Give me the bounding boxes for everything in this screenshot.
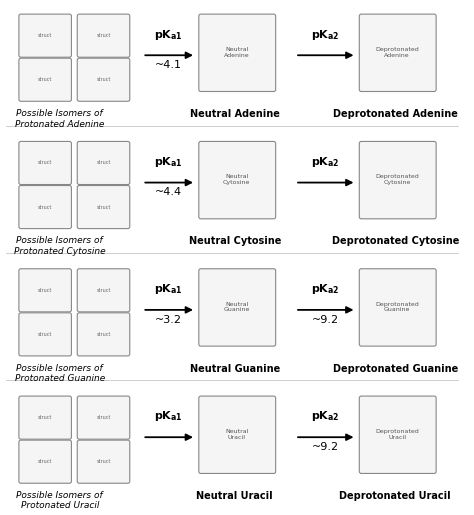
Text: struct: struct bbox=[96, 204, 111, 210]
FancyBboxPatch shape bbox=[19, 269, 72, 312]
Bar bbox=[1, 256, 463, 379]
Text: $\mathbf{pK_{a2}}$: $\mathbf{pK_{a2}}$ bbox=[311, 27, 339, 42]
Text: $\mathbf{pK_{a1}}$: $\mathbf{pK_{a1}}$ bbox=[154, 282, 183, 296]
Bar bbox=[1, 129, 463, 251]
FancyBboxPatch shape bbox=[77, 185, 130, 229]
Text: $\mathbf{pK_{a1}}$: $\mathbf{pK_{a1}}$ bbox=[154, 27, 183, 42]
Text: Deprotonated
Guanine: Deprotonated Guanine bbox=[375, 302, 419, 313]
Text: Deprotonated Uracil: Deprotonated Uracil bbox=[339, 491, 451, 501]
FancyBboxPatch shape bbox=[19, 142, 72, 184]
Text: struct: struct bbox=[38, 459, 52, 464]
FancyBboxPatch shape bbox=[199, 396, 276, 473]
Text: Neutral Uracil: Neutral Uracil bbox=[197, 491, 273, 501]
Text: struct: struct bbox=[38, 288, 52, 293]
Text: $\mathbf{pK_{a2}}$: $\mathbf{pK_{a2}}$ bbox=[311, 282, 339, 296]
FancyBboxPatch shape bbox=[199, 142, 276, 219]
Text: Neutral Guanine: Neutral Guanine bbox=[190, 364, 280, 374]
FancyBboxPatch shape bbox=[77, 142, 130, 184]
Text: struct: struct bbox=[38, 33, 52, 38]
Text: Deprotonated Adenine: Deprotonated Adenine bbox=[333, 109, 458, 119]
Text: struct: struct bbox=[96, 161, 111, 165]
Text: Neutral
Cytosine: Neutral Cytosine bbox=[223, 174, 250, 185]
FancyBboxPatch shape bbox=[19, 440, 72, 483]
FancyBboxPatch shape bbox=[19, 185, 72, 229]
Text: ~9.2: ~9.2 bbox=[312, 315, 339, 325]
Text: struct: struct bbox=[96, 77, 111, 82]
Text: ~3.2: ~3.2 bbox=[155, 315, 182, 325]
FancyBboxPatch shape bbox=[19, 313, 72, 356]
Text: struct: struct bbox=[96, 33, 111, 38]
FancyBboxPatch shape bbox=[19, 58, 72, 101]
Text: Deprotonated Guanine: Deprotonated Guanine bbox=[333, 364, 458, 374]
Text: Possible Isomers of
Protonated Guanine: Possible Isomers of Protonated Guanine bbox=[15, 364, 105, 383]
FancyBboxPatch shape bbox=[77, 396, 130, 439]
Text: Possible Isomers of
Protonated Uracil: Possible Isomers of Protonated Uracil bbox=[17, 491, 103, 510]
Text: Possible Isomers of
Protonated Adenine: Possible Isomers of Protonated Adenine bbox=[15, 109, 104, 129]
FancyBboxPatch shape bbox=[77, 14, 130, 57]
Text: $\mathbf{pK_{a2}}$: $\mathbf{pK_{a2}}$ bbox=[311, 155, 339, 169]
Text: Deprotonated
Cytosine: Deprotonated Cytosine bbox=[375, 174, 419, 185]
FancyBboxPatch shape bbox=[19, 14, 72, 57]
Text: struct: struct bbox=[38, 77, 52, 82]
Bar bbox=[1, 2, 463, 124]
Text: Neutral Adenine: Neutral Adenine bbox=[190, 109, 280, 119]
Text: struct: struct bbox=[96, 415, 111, 420]
FancyBboxPatch shape bbox=[359, 14, 436, 92]
Text: Deprotonated
Adenine: Deprotonated Adenine bbox=[375, 47, 419, 58]
Text: Neutral
Guanine: Neutral Guanine bbox=[224, 302, 250, 313]
Text: Possible Isomers of
Protonated Cytosine: Possible Isomers of Protonated Cytosine bbox=[14, 236, 106, 256]
Text: struct: struct bbox=[96, 459, 111, 464]
Bar bbox=[1, 383, 463, 506]
Text: Deprotonated
Uracil: Deprotonated Uracil bbox=[375, 429, 419, 440]
Text: struct: struct bbox=[38, 415, 52, 420]
Text: $\mathbf{pK_{a1}}$: $\mathbf{pK_{a1}}$ bbox=[154, 155, 183, 169]
FancyBboxPatch shape bbox=[359, 396, 436, 473]
Text: struct: struct bbox=[96, 332, 111, 337]
Text: struct: struct bbox=[38, 204, 52, 210]
Text: Deprotonated Cytosine: Deprotonated Cytosine bbox=[332, 236, 459, 247]
FancyBboxPatch shape bbox=[199, 269, 276, 346]
FancyBboxPatch shape bbox=[359, 269, 436, 346]
FancyBboxPatch shape bbox=[199, 14, 276, 92]
Text: ~4.1: ~4.1 bbox=[155, 60, 182, 70]
FancyBboxPatch shape bbox=[77, 269, 130, 312]
Text: $\mathbf{pK_{a1}}$: $\mathbf{pK_{a1}}$ bbox=[154, 409, 183, 423]
Text: $\mathbf{pK_{a2}}$: $\mathbf{pK_{a2}}$ bbox=[311, 409, 339, 423]
Text: ~9.2: ~9.2 bbox=[312, 442, 339, 452]
FancyBboxPatch shape bbox=[77, 313, 130, 356]
FancyBboxPatch shape bbox=[77, 440, 130, 483]
FancyBboxPatch shape bbox=[359, 142, 436, 219]
Text: struct: struct bbox=[38, 332, 52, 337]
Text: Neutral
Adenine: Neutral Adenine bbox=[224, 47, 250, 58]
FancyBboxPatch shape bbox=[77, 58, 130, 101]
Text: struct: struct bbox=[38, 161, 52, 165]
Text: struct: struct bbox=[96, 288, 111, 293]
Text: Neutral
Uracil: Neutral Uracil bbox=[225, 429, 248, 440]
Text: ~4.4: ~4.4 bbox=[155, 187, 182, 197]
FancyBboxPatch shape bbox=[19, 396, 72, 439]
Text: Neutral Cytosine: Neutral Cytosine bbox=[189, 236, 281, 247]
